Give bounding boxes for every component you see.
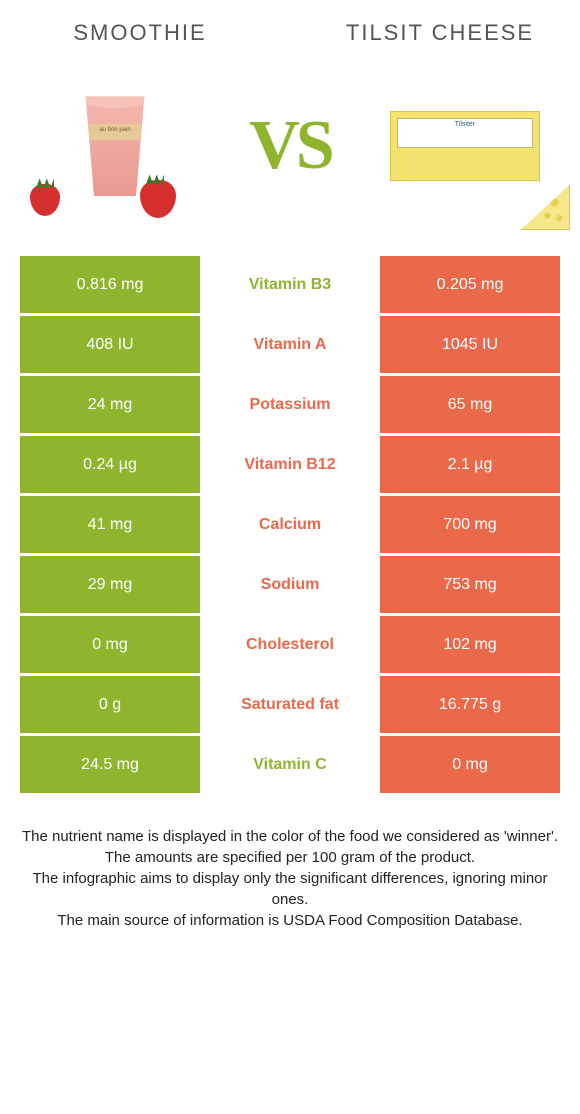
- comparison-table: 0.816 mgVitamin B30.205 mg408 IUVitamin …: [20, 256, 560, 793]
- left-value: 24 mg: [20, 376, 200, 433]
- left-value: 0.816 mg: [20, 256, 200, 313]
- table-row: 0.816 mgVitamin B30.205 mg: [20, 256, 560, 313]
- nutrient-label: Vitamin B3: [200, 256, 380, 313]
- right-food-title: TILSIT CHEESE: [340, 20, 540, 46]
- nutrient-label: Vitamin C: [200, 736, 380, 793]
- strawberry-icon: [30, 184, 60, 216]
- nutrient-label: Sodium: [200, 556, 380, 613]
- left-value: 0 mg: [20, 616, 200, 673]
- table-row: 29 mgSodium753 mg: [20, 556, 560, 613]
- footer-line: The main source of information is USDA F…: [18, 910, 562, 931]
- table-row: 408 IUVitamin A1045 IU: [20, 316, 560, 373]
- right-value: 102 mg: [380, 616, 560, 673]
- hero-row: au bon pain VS Tilsiter: [0, 56, 580, 256]
- right-value: 65 mg: [380, 376, 560, 433]
- table-row: 24 mgPotassium65 mg: [20, 376, 560, 433]
- strawberry-icon: [140, 180, 176, 218]
- cheese-block-icon: Tilsiter: [390, 111, 540, 181]
- left-value: 0.24 µg: [20, 436, 200, 493]
- cheese-wedge-icon: [520, 184, 570, 230]
- smoothie-band-label: au bon pain: [86, 124, 144, 140]
- right-value: 700 mg: [380, 496, 560, 553]
- footer-line: The infographic aims to display only the…: [18, 868, 562, 910]
- table-row: 41 mgCalcium700 mg: [20, 496, 560, 553]
- cheese-image: Tilsiter: [370, 66, 560, 226]
- nutrient-label: Saturated fat: [200, 676, 380, 733]
- left-value: 408 IU: [20, 316, 200, 373]
- nutrient-label: Potassium: [200, 376, 380, 433]
- footer-line: The nutrient name is displayed in the co…: [18, 826, 562, 847]
- table-row: 0 mgCholesterol102 mg: [20, 616, 560, 673]
- footer-line: The amounts are specified per 100 gram o…: [18, 847, 562, 868]
- footer-notes: The nutrient name is displayed in the co…: [0, 796, 580, 931]
- right-value: 2.1 µg: [380, 436, 560, 493]
- vs-label: VS: [249, 106, 330, 186]
- smoothie-image: au bon pain: [20, 66, 210, 226]
- left-value: 24.5 mg: [20, 736, 200, 793]
- nutrient-label: Calcium: [200, 496, 380, 553]
- right-value: 0 mg: [380, 736, 560, 793]
- right-value: 753 mg: [380, 556, 560, 613]
- table-row: 0.24 µgVitamin B122.1 µg: [20, 436, 560, 493]
- right-value: 16.775 g: [380, 676, 560, 733]
- cheese-pack-label: Tilsiter: [397, 118, 533, 148]
- right-value: 0.205 mg: [380, 256, 560, 313]
- left-value: 0 g: [20, 676, 200, 733]
- left-value: 29 mg: [20, 556, 200, 613]
- header: SMOOTHIE TILSIT CHEESE: [0, 0, 580, 56]
- nutrient-label: Vitamin A: [200, 316, 380, 373]
- smoothie-cup-icon: au bon pain: [80, 96, 150, 196]
- table-row: 24.5 mgVitamin C0 mg: [20, 736, 560, 793]
- right-value: 1045 IU: [380, 316, 560, 373]
- left-food-title: SMOOTHIE: [40, 20, 240, 46]
- left-value: 41 mg: [20, 496, 200, 553]
- table-row: 0 gSaturated fat16.775 g: [20, 676, 560, 733]
- nutrient-label: Vitamin B12: [200, 436, 380, 493]
- nutrient-label: Cholesterol: [200, 616, 380, 673]
